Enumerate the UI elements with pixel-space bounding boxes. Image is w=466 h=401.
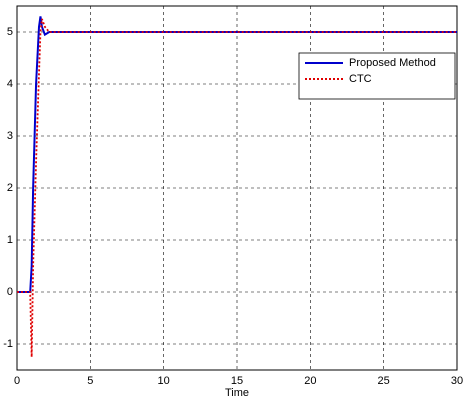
x-tick-label: 10 <box>158 375 170 387</box>
x-tick-label: 30 <box>451 375 463 387</box>
y-tick-label: 4 <box>7 78 13 90</box>
series-line <box>17 18 457 358</box>
legend-box <box>298 52 456 100</box>
y-tick-label: 0 <box>7 286 13 298</box>
x-axis-label: Time <box>225 387 249 399</box>
y-tick-label: 1 <box>7 234 13 246</box>
y-tick-label: -1 <box>3 338 13 350</box>
y-tick-label: 2 <box>7 182 13 194</box>
y-tick-label: 5 <box>7 26 13 38</box>
x-tick-label: 25 <box>378 375 390 387</box>
legend-label: CTC <box>349 73 372 85</box>
x-tick-label: 15 <box>231 375 243 387</box>
x-tick-label: 20 <box>304 375 316 387</box>
legend-label: Proposed Method <box>349 57 436 69</box>
x-tick-label: 5 <box>87 375 93 387</box>
x-tick-label: 0 <box>14 375 20 387</box>
y-tick-label: 3 <box>7 130 13 142</box>
